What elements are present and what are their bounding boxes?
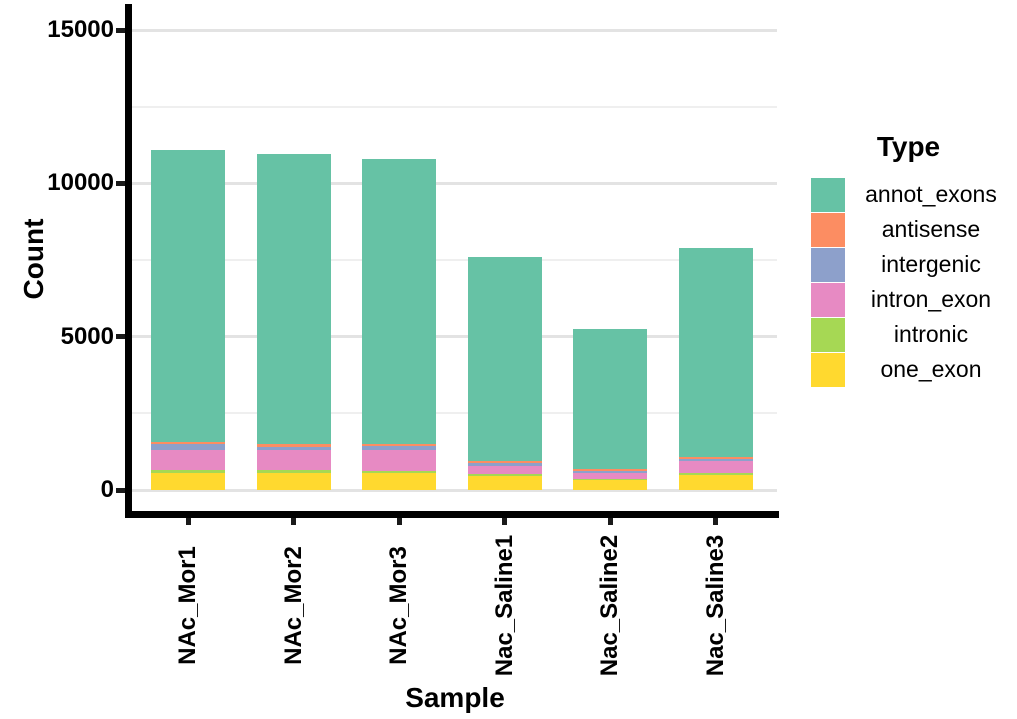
bar-segment-intronic-NAc_Mor3 — [362, 470, 436, 474]
x-tick-Nac_Saline2 — [607, 518, 613, 525]
legend-label-intron_exon: intron_exon — [870, 286, 992, 312]
legend-swatch-annot_exons — [811, 177, 845, 212]
bar-segment-intron_exon-NAc_Mor3 — [362, 449, 436, 471]
bar-segment-annot_exons-NAc_Mor3 — [362, 158, 436, 444]
y-axis-line — [125, 4, 132, 518]
legend-label-intergenic: intergenic — [881, 251, 981, 277]
y-tick-5000 — [116, 334, 125, 340]
y-tick-10000 — [116, 180, 125, 186]
legend-items: annot_exons antisense intergenic intron_exo… — [800, 177, 1017, 387]
legend-item-intronic: intronic — [800, 317, 1017, 352]
bar-segment-intron_exon-Nac_Saline3 — [678, 460, 753, 473]
bar-segment-intron_exon-NAc_Mor2 — [256, 449, 331, 471]
legend-swatch-one_exon — [811, 352, 845, 387]
x-tick-NAc_Mor1 — [185, 518, 191, 525]
bar-segment-intergenic-Nac_Saline3 — [678, 458, 753, 461]
x-tick-NAc_Mor3 — [396, 518, 402, 525]
legend-label-antisense: antisense — [881, 216, 981, 242]
x-axis-title: Sample — [405, 682, 505, 713]
y-tick-label-0: 0 — [100, 476, 114, 503]
legend-item-antisense: antisense — [800, 212, 1017, 247]
legend-swatch-intron_exon — [811, 282, 845, 317]
bar-segment-annot_exons-NAc_Mor2 — [256, 154, 331, 445]
bar-segment-annot_exons-Nac_Saline2 — [573, 329, 647, 469]
y-tick-label-5000: 5000 — [60, 322, 114, 350]
legend-item-annot_exons: annot_exons — [800, 177, 1017, 212]
legend-label-one_exon: one_exon — [880, 356, 982, 382]
bar-segment-intergenic-NAc_Mor1 — [151, 444, 225, 450]
bar-segment-intergenic-NAc_Mor3 — [362, 446, 436, 450]
x-tick-label-Nac_Saline1: Nac_Saline1 — [490, 534, 518, 677]
legend-swatch-intergenic — [811, 247, 845, 282]
y-tick-label-15000: 15000 — [47, 16, 114, 43]
bar-segment-intronic-Nac_Saline2 — [573, 478, 647, 481]
bar-segment-one_exon-NAc_Mor2 — [256, 473, 331, 490]
legend-item-one_exon: one_exon — [800, 352, 1017, 387]
legend-item-intron_exon: intron_exon — [800, 282, 1017, 317]
bar-segment-annot_exons-Nac_Saline1 — [467, 256, 542, 461]
gridline-major-0 — [132, 488, 777, 492]
bar-segment-antisense-NAc_Mor2 — [256, 444, 331, 448]
x-axis-line — [125, 511, 779, 518]
x-tick-label-Nac_Saline3: Nac_Saline3 — [701, 534, 729, 677]
bar-segment-antisense-Nac_Saline2 — [573, 468, 647, 471]
bar-segment-one_exon-NAc_Mor1 — [151, 473, 225, 490]
bar-segment-antisense-Nac_Saline1 — [467, 460, 542, 464]
bar-segment-intergenic-Nac_Saline1 — [467, 463, 542, 466]
gridline-major-15000 — [132, 28, 777, 32]
bar-segment-intergenic-NAc_Mor2 — [256, 447, 331, 450]
gridline-minor-7500 — [132, 259, 777, 261]
y-tick-0 — [116, 487, 125, 493]
bar-segment-one_exon-NAc_Mor3 — [362, 473, 436, 490]
x-tick-label-Nac_Saline2: Nac_Saline2 — [596, 534, 623, 677]
bar-segment-annot_exons-NAc_Mor1 — [151, 149, 225, 443]
gridline-major-10000 — [132, 181, 777, 185]
bar-segment-intron_exon-Nac_Saline1 — [467, 465, 542, 475]
bar-segment-antisense-NAc_Mor1 — [151, 442, 225, 445]
bar-segment-antisense-NAc_Mor3 — [362, 444, 436, 447]
legend-label-intronic: intronic — [893, 321, 969, 347]
legend-title: Type — [876, 131, 941, 162]
gridline-major-5000 — [132, 335, 777, 339]
gridline-minor-2500 — [132, 412, 777, 415]
x-tick-label-NAc_Mor2: NAc_Mor2 — [279, 546, 307, 665]
bar-segment-intron_exon-Nac_Saline2 — [573, 472, 647, 479]
legend: Type annot_exons antisense intergenic intro… — [800, 129, 1017, 387]
legend-swatch-intronic — [811, 317, 845, 352]
legend-swatch-antisense — [811, 212, 845, 247]
bar-segment-antisense-Nac_Saline3 — [678, 456, 753, 459]
bar-segment-one_exon-Nac_Saline3 — [678, 474, 753, 490]
bar-segment-intronic-NAc_Mor2 — [256, 470, 331, 474]
bar-segment-one_exon-Nac_Saline1 — [467, 475, 542, 490]
bar-segment-intergenic-Nac_Saline2 — [573, 470, 647, 473]
legend-item-intergenic: intergenic — [800, 247, 1017, 282]
x-tick-label-NAc_Mor1: NAc_Mor1 — [174, 546, 201, 665]
bar-segment-annot_exons-Nac_Saline3 — [678, 247, 753, 457]
x-tick-label-NAc_Mor3: NAc_Mor3 — [385, 546, 412, 665]
x-tick-Nac_Saline1 — [502, 518, 507, 525]
x-tick-Nac_Saline3 — [713, 518, 718, 525]
gridline-minor-12500 — [132, 105, 777, 108]
y-tick-15000 — [116, 27, 125, 33]
bar-segment-one_exon-Nac_Saline2 — [573, 480, 647, 490]
legend-label-annot_exons: annot_exons — [865, 181, 997, 207]
bar-segment-intron_exon-NAc_Mor1 — [151, 449, 225, 471]
y-tick-label-10000: 10000 — [47, 169, 114, 197]
bar-segment-intronic-Nac_Saline3 — [678, 472, 753, 475]
x-tick-NAc_Mor2 — [291, 518, 296, 525]
bar-segment-intronic-NAc_Mor1 — [151, 470, 225, 474]
bar-segment-intronic-Nac_Saline1 — [467, 474, 542, 476]
